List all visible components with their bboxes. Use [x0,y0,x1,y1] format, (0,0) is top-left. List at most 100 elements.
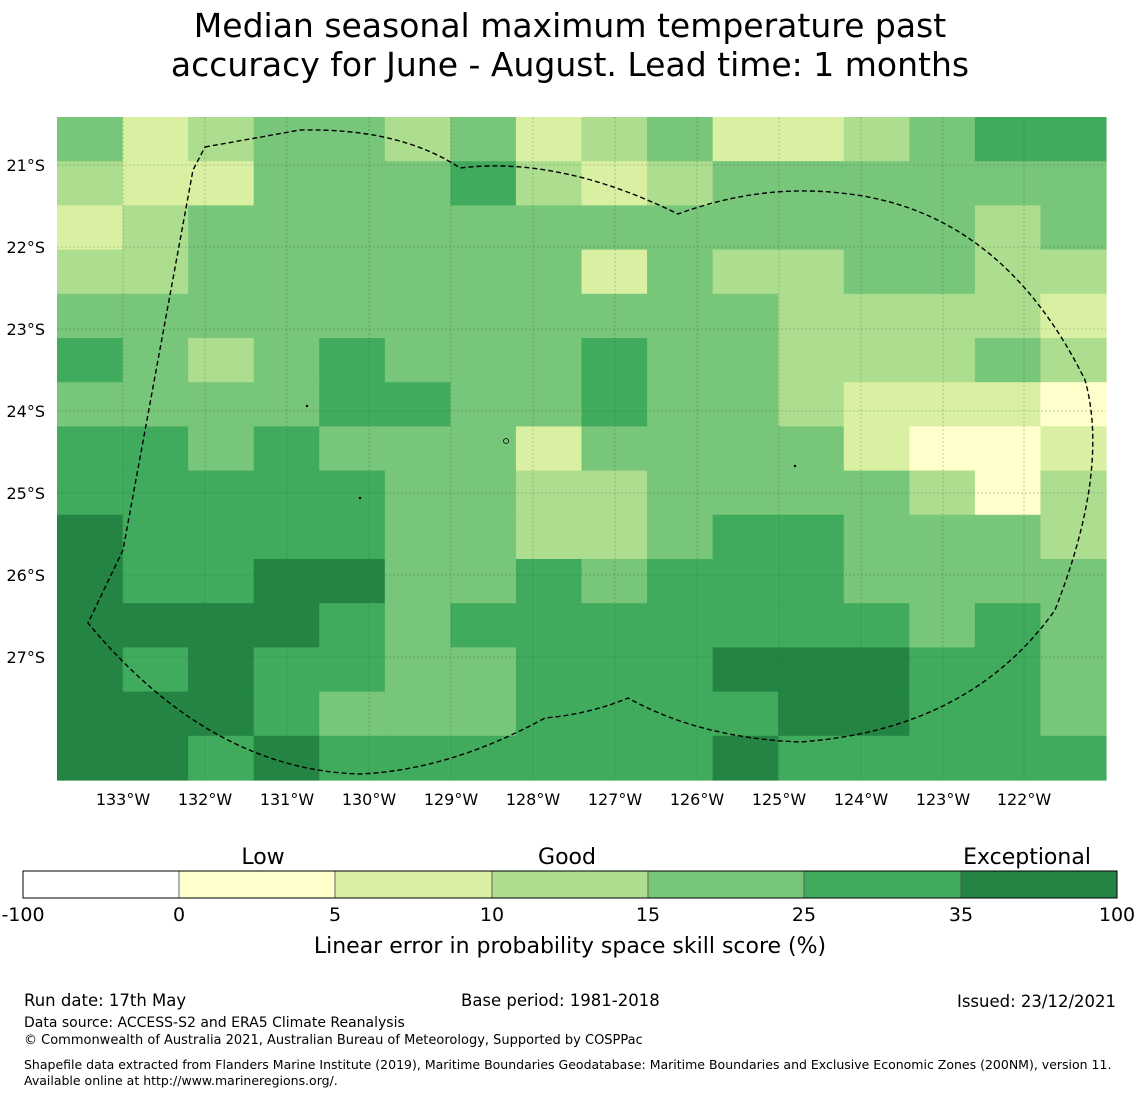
grid-cell [450,735,517,781]
colorbar-tick-label: 25 [792,904,816,926]
island-marker [305,404,309,408]
grid-cell [319,382,386,427]
grid-cell [319,514,386,560]
grid-cell [450,514,517,560]
grid-cell [843,338,910,383]
grid-cell [57,691,124,737]
latitude-label: 26°S [6,566,45,585]
grid-cell [122,338,189,383]
grid-cell [450,293,517,339]
grid-cell [778,603,845,648]
grid-cell [515,382,583,427]
grid-cell [843,426,910,472]
grid-cell [712,205,779,251]
grid-cell [909,117,976,162]
colorbar-segment [960,870,1118,899]
longitude-label: 126°W [670,790,725,809]
grid-cell [647,249,714,295]
grid-cell [1040,382,1107,427]
grid-cell [188,249,255,295]
grid-cell [515,338,583,383]
grid-cell [450,117,517,162]
grid-cell [778,691,845,737]
grid-cell [647,205,714,251]
grid-cell [57,647,124,693]
grid-cell [712,603,779,648]
grid-cell [188,514,255,560]
grid-cell [974,470,1042,516]
grid-cell [843,647,910,693]
grid-cell [909,338,976,383]
grid-cell [647,559,714,604]
grid-cell [647,691,714,737]
grid-cell [57,338,124,383]
grid-cell [843,735,910,781]
grid-cell [57,117,124,162]
grid-cell [712,559,779,604]
grid-cell [712,691,779,737]
grid-cell [57,293,124,339]
grid-cell [1040,338,1107,383]
grid-cell [122,205,189,251]
latitude-labels: 21°S 22°S 23°S 24°S 25°S 26°S 27°S [6,156,45,667]
grid-cell [515,647,583,693]
grid-cell [712,382,779,427]
grid-cell [1040,426,1107,472]
grid-cell [122,426,189,472]
longitude-label: 132°W [178,790,233,809]
grid-cell [450,647,517,693]
grid-cell [384,293,451,339]
grid-cell [122,559,189,604]
grid-cell [122,249,189,295]
grid-cell [843,205,910,251]
grid-cell [57,161,124,206]
grid-cell [1040,205,1107,251]
longitude-label: 130°W [342,790,397,809]
grid-cell [974,338,1042,383]
grid-cell [319,559,386,604]
grid-cell [253,161,320,206]
grid-cell [647,470,714,516]
grid-cell [384,382,451,427]
grid-cell [712,514,779,560]
grid-cell [515,559,583,604]
grid-cell [253,382,320,427]
grid-cell [1040,647,1107,693]
grid-cell [843,559,910,604]
grid-cell [712,647,779,693]
grid-cell [778,426,845,472]
grid-cell [909,293,976,339]
latitude-label: 22°S [6,238,45,257]
grid-cell [1040,293,1107,339]
grid-cell [647,603,714,648]
latitude-label: 23°S [6,320,45,339]
grid-cell [515,205,583,251]
grid-cell [581,117,648,162]
base-period: Base period: 1981-2018 [461,991,660,1010]
latitude-label: 27°S [6,648,45,667]
grid-cell [57,514,124,560]
grid-cell [712,338,779,383]
grid-cell [319,426,386,472]
grid-cell [384,249,451,295]
colorbar-segment [334,870,493,899]
colorbar-segment [647,870,805,899]
grid-cell [450,426,517,472]
longitude-label: 129°W [424,790,479,809]
grid-cell [778,559,845,604]
grid-cell [581,514,648,560]
grid-cell [515,117,583,162]
grid-cell [122,603,189,648]
eez-boundary [87,129,1094,775]
grid-cell [647,735,714,781]
grid-cell [974,161,1042,206]
grid-cell [384,691,451,737]
longitude-label: 124°W [834,790,889,809]
grid-cell [974,117,1042,162]
grid-cell [188,161,255,206]
grid-cell [57,205,124,251]
grid-cell [1040,735,1107,781]
grid-cell [515,735,583,781]
grid-cell [974,691,1042,737]
grid-cell [778,647,845,693]
